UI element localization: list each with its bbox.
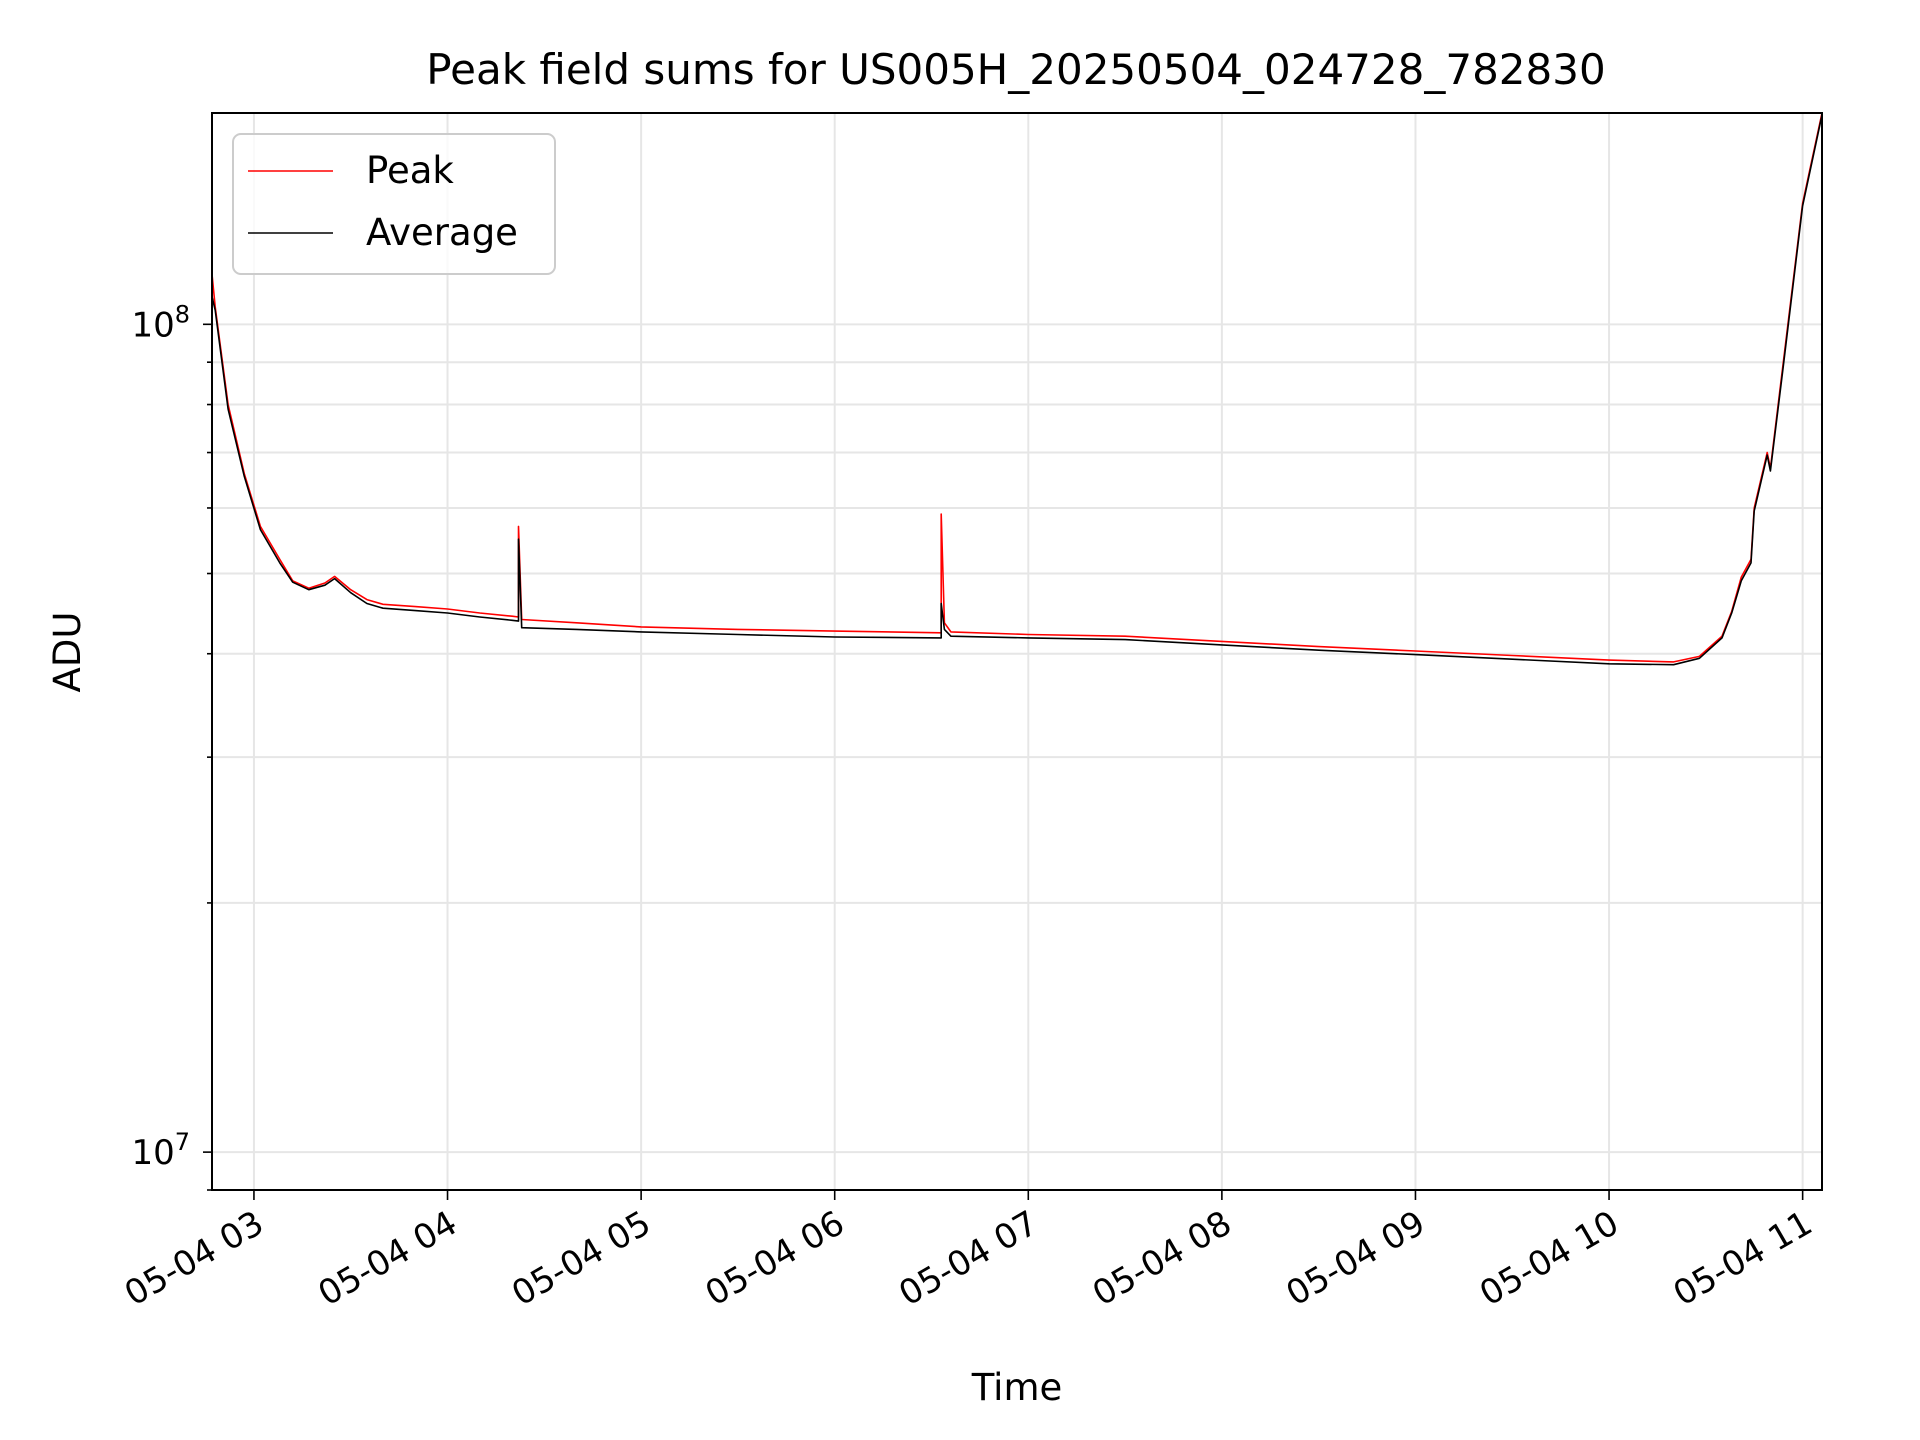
- legend-label-average: Average: [366, 211, 518, 254]
- plot-frame: [211, 112, 1823, 1191]
- x-axis-label: Time: [971, 1366, 1063, 1409]
- legend-label-peak: Peak: [366, 149, 454, 192]
- legend-box: [232, 133, 556, 275]
- legend: Peak Average: [232, 133, 556, 275]
- y-axis-label: ADU: [46, 612, 89, 693]
- chart-title: Peak field sums for US005H_20250504_0247…: [426, 45, 1605, 94]
- series-layer: [211, 112, 1823, 666]
- grid: [212, 113, 1822, 1191]
- series-line-average: [211, 114, 1823, 666]
